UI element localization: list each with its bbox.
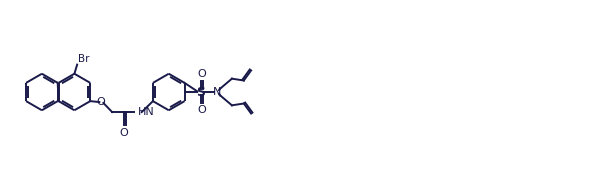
Text: O: O bbox=[197, 105, 206, 115]
Text: S: S bbox=[196, 86, 205, 98]
Text: Br: Br bbox=[78, 54, 90, 64]
Text: O: O bbox=[96, 97, 105, 107]
Text: N: N bbox=[213, 87, 221, 97]
Text: HN: HN bbox=[138, 107, 155, 117]
Text: O: O bbox=[197, 69, 206, 79]
Text: O: O bbox=[119, 128, 128, 138]
